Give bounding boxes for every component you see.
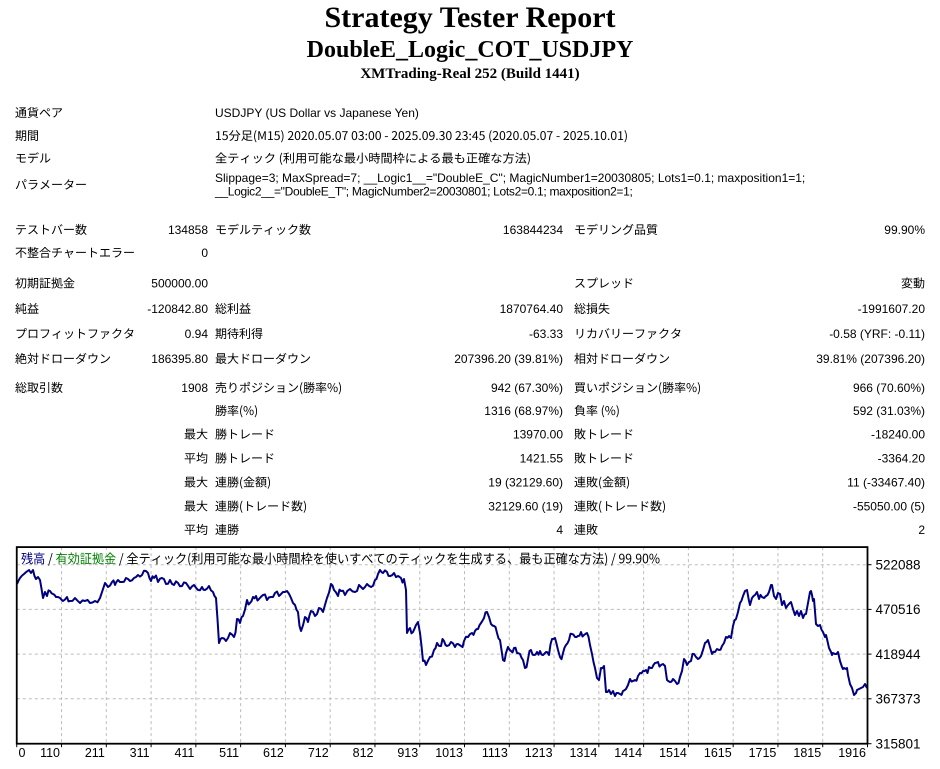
- svg-text:32129.60 (19): 32129.60 (19): [488, 499, 563, 513]
- svg-text:-18240.00: -18240.00: [871, 427, 925, 441]
- svg-text:522088: 522088: [876, 558, 921, 573]
- svg-text:1916: 1916: [838, 746, 866, 760]
- svg-text:4: 4: [556, 523, 563, 537]
- svg-text:0: 0: [19, 746, 26, 760]
- svg-text:1908: 1908: [181, 381, 208, 395]
- svg-text:211: 211: [85, 746, 105, 760]
- svg-text:-120842.80: -120842.80: [147, 302, 208, 316]
- svg-text:DoubleE_Logic_COT_USDJPY: DoubleE_Logic_COT_USDJPY: [307, 37, 634, 63]
- svg-text:0: 0: [201, 246, 208, 260]
- svg-text:1414: 1414: [614, 746, 642, 760]
- svg-text:500000.00: 500000.00: [151, 276, 208, 290]
- svg-text:110: 110: [40, 746, 60, 760]
- svg-text:1013: 1013: [435, 746, 463, 760]
- svg-text:1815: 1815: [793, 746, 821, 760]
- svg-text:XMTrading-Real 252 (Build 1441: XMTrading-Real 252 (Build 1441): [360, 66, 579, 82]
- svg-text:207396.20 (39.81%): 207396.20 (39.81%): [454, 352, 563, 366]
- svg-text:Slippage=3; MaxSpread=7; __Log: Slippage=3; MaxSpread=7; __Logic1__="Dou…: [215, 171, 805, 185]
- svg-text:11 (-33467.40): 11 (-33467.40): [847, 475, 925, 489]
- svg-text:1314: 1314: [569, 746, 597, 760]
- svg-text:511: 511: [219, 746, 239, 760]
- svg-text:418944: 418944: [876, 647, 922, 662]
- svg-text:163844234: 163844234: [503, 223, 563, 237]
- svg-text:1870764.40: 1870764.40: [500, 302, 564, 316]
- svg-text:0.94: 0.94: [185, 327, 209, 341]
- svg-text:470516: 470516: [876, 602, 921, 617]
- svg-text:-63.33: -63.33: [529, 327, 563, 341]
- svg-text:311: 311: [130, 746, 150, 760]
- svg-text:USDJPY (US Dollar vs Japanese: USDJPY (US Dollar vs Japanese Yen): [215, 106, 419, 120]
- svg-text:186395.80: 186395.80: [151, 352, 208, 366]
- svg-text:99.90%: 99.90%: [884, 223, 925, 237]
- svg-text:712: 712: [308, 746, 329, 760]
- svg-text:-0.58 (YRF: -0.11): -0.58 (YRF: -0.11): [829, 327, 925, 341]
- svg-text:39.81% (207396.20): 39.81% (207396.20): [816, 352, 925, 366]
- svg-text:-1991607.20: -1991607.20: [858, 302, 926, 316]
- svg-text:2: 2: [918, 523, 925, 537]
- svg-text:13970.00: 13970.00: [513, 427, 563, 441]
- svg-text:612: 612: [263, 746, 284, 760]
- svg-text:1213: 1213: [525, 746, 553, 760]
- svg-text:1715: 1715: [749, 746, 777, 760]
- svg-text:913: 913: [397, 746, 418, 760]
- svg-text:-3364.20: -3364.20: [878, 451, 926, 465]
- svg-text:411: 411: [174, 746, 194, 760]
- svg-text:315801: 315801: [876, 736, 921, 751]
- svg-text:367373: 367373: [876, 692, 921, 707]
- svg-text:966 (70.60%): 966 (70.60%): [853, 381, 925, 395]
- svg-text:Strategy Tester Report: Strategy Tester Report: [324, 1, 615, 34]
- svg-text:134858: 134858: [168, 223, 208, 237]
- svg-text:1514: 1514: [659, 746, 687, 760]
- svg-text:1421.55: 1421.55: [520, 451, 564, 465]
- svg-text:-55050.00 (5): -55050.00 (5): [853, 499, 925, 513]
- svg-text:1316 (68.97%): 1316 (68.97%): [484, 404, 563, 418]
- svg-text:1615: 1615: [704, 746, 732, 760]
- svg-text:592 (31.03%): 592 (31.03%): [853, 404, 925, 418]
- svg-text:812: 812: [353, 746, 374, 760]
- svg-text:__Logic2__="DoubleE_T"; MagicN: __Logic2__="DoubleE_T"; MagicNumber2=200…: [214, 184, 633, 198]
- svg-text:1113: 1113: [482, 746, 508, 760]
- svg-text:19 (32129.60): 19 (32129.60): [488, 475, 563, 489]
- svg-text:942 (67.30%): 942 (67.30%): [491, 381, 563, 395]
